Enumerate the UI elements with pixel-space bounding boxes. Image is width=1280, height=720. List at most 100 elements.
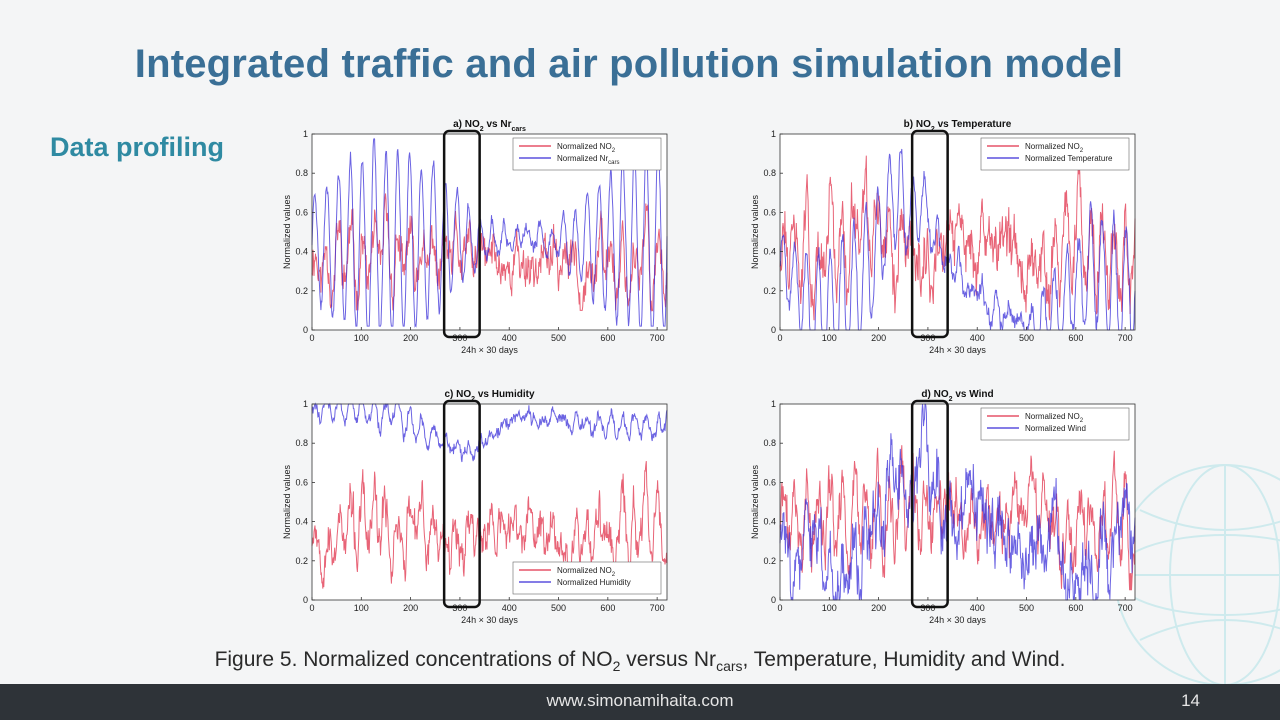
axes-box — [779, 403, 1136, 601]
legend-box — [512, 137, 662, 171]
x-tick-label: 700 — [1118, 333, 1133, 343]
axes-box — [311, 403, 668, 601]
x-tick-label: 700 — [650, 333, 665, 343]
slide-title: Integrated traffic and air pollution sim… — [134, 42, 1124, 86]
legend-label: Normalized Nrcars — [557, 154, 619, 166]
x-tick-label: 600 — [1068, 333, 1083, 343]
y-tick-label: 0.6 — [763, 207, 776, 217]
chart-title: c) NO2 vs Humidity — [444, 389, 534, 403]
y-tick-label: 0.8 — [295, 168, 308, 178]
caption-text: , Temperature, Humidity and Wind. — [742, 648, 1066, 671]
x-tick-label: 700 — [650, 603, 665, 613]
y-tick-label: 0.6 — [295, 477, 308, 487]
x-tick-label: 100 — [354, 333, 369, 343]
caption-text: Figure 5. Normalized concentrations of N… — [214, 648, 613, 671]
x-tick-label: 200 — [871, 333, 886, 343]
y-tick-label: 1 — [303, 129, 308, 139]
x-tick-label: 500 — [1019, 603, 1034, 613]
highlight-box — [442, 399, 481, 609]
x-tick-label: 0 — [777, 603, 782, 613]
legend-label: Normalized NO2 — [1025, 412, 1084, 424]
legend-label: Normalized Humidity — [557, 578, 631, 587]
x-tick-label: 200 — [403, 333, 418, 343]
slide: Integrated traffic and air pollution sim… — [0, 0, 1280, 684]
x-tick-label: 500 — [551, 333, 566, 343]
y-tick-label: 0.2 — [763, 286, 776, 296]
y-tick-label: 0.4 — [763, 517, 776, 527]
legend-label: Normalized Temperature — [1025, 154, 1113, 163]
x-tick-label: 200 — [871, 603, 886, 613]
y-tick-label: 0.2 — [763, 556, 776, 566]
y-tick-label: 0.8 — [295, 438, 308, 448]
x-tick-label: 400 — [970, 333, 985, 343]
footer-bar: www.simonamihaita.com 14 — [0, 684, 1280, 720]
axes-box — [311, 133, 668, 331]
x-tick-label: 400 — [502, 333, 517, 343]
x-axis-label: 24h × 30 days — [929, 345, 986, 355]
x-tick-label: 700 — [1118, 603, 1133, 613]
y-tick-label: 0 — [771, 325, 776, 335]
x-axis-label: 24h × 30 days — [929, 615, 986, 625]
y-tick-label: 1 — [771, 399, 776, 409]
x-tick-label: 500 — [1019, 333, 1034, 343]
legend-box — [980, 137, 1130, 171]
y-tick-label: 0.6 — [763, 477, 776, 487]
legend-label: Normalized NO2 — [557, 142, 616, 154]
section-subtitle: Data profiling — [50, 132, 224, 162]
y-axis-label: Normalized values — [282, 464, 292, 539]
legend-label: Normalized NO2 — [1025, 142, 1084, 154]
y-tick-label: 1 — [303, 399, 308, 409]
page-number: 14 — [1181, 691, 1200, 710]
x-tick-label: 100 — [822, 603, 837, 613]
x-tick-label: 400 — [970, 603, 985, 613]
x-tick-label: 0 — [777, 333, 782, 343]
chart-title: a) NO2 vs Nrcars — [453, 119, 526, 133]
y-axis-label: Normalized values — [750, 194, 760, 269]
y-tick-label: 0 — [303, 325, 308, 335]
series-line-normalized-temperature — [779, 148, 1136, 331]
x-tick-label: 100 — [822, 333, 837, 343]
x-tick-label: 400 — [502, 603, 517, 613]
x-axis-label: 24h × 30 days — [461, 615, 518, 625]
x-tick-label: 600 — [600, 603, 615, 613]
x-tick-label: 200 — [403, 603, 418, 613]
x-tick-label: 600 — [600, 333, 615, 343]
caption-sub: 2 — [612, 658, 621, 675]
y-tick-label: 0.2 — [295, 556, 308, 566]
footer-url: www.simonamihaita.com — [546, 691, 734, 710]
caption-sub: cars — [716, 658, 743, 675]
y-tick-label: 0.8 — [763, 438, 776, 448]
highlight-box — [910, 129, 949, 339]
figure-caption: Figure 5. Normalized concentrations of N… — [0, 648, 1280, 674]
legend-label: Normalized NO2 — [557, 566, 616, 578]
y-tick-label: 1 — [771, 129, 776, 139]
highlight-box — [442, 129, 481, 339]
legend-box — [512, 561, 662, 595]
y-tick-label: 0.6 — [295, 207, 308, 217]
y-tick-label: 0.2 — [295, 286, 308, 296]
chart-title: d) NO2 vs Wind — [921, 389, 993, 403]
series-line-normalized-nrcars — [311, 137, 668, 328]
y-tick-label: 0.4 — [295, 517, 308, 527]
chart-title: b) NO2 vs Temperature — [904, 119, 1012, 133]
y-axis-label: Normalized values — [750, 464, 760, 539]
series-line-normalized-no2 — [779, 445, 1136, 591]
highlight-box — [910, 399, 949, 609]
series-line-normalized-no2 — [311, 461, 668, 589]
series-line-normalized-no2 — [779, 155, 1136, 321]
x-tick-label: 500 — [551, 603, 566, 613]
y-tick-label: 0.4 — [763, 247, 776, 257]
caption-text: versus Nr — [620, 648, 717, 671]
y-tick-label: 0 — [303, 595, 308, 605]
axes-box — [779, 133, 1136, 331]
x-tick-label: 0 — [309, 333, 314, 343]
x-tick-label: 100 — [354, 603, 369, 613]
x-tick-label: 600 — [1068, 603, 1083, 613]
y-tick-label: 0.8 — [763, 168, 776, 178]
